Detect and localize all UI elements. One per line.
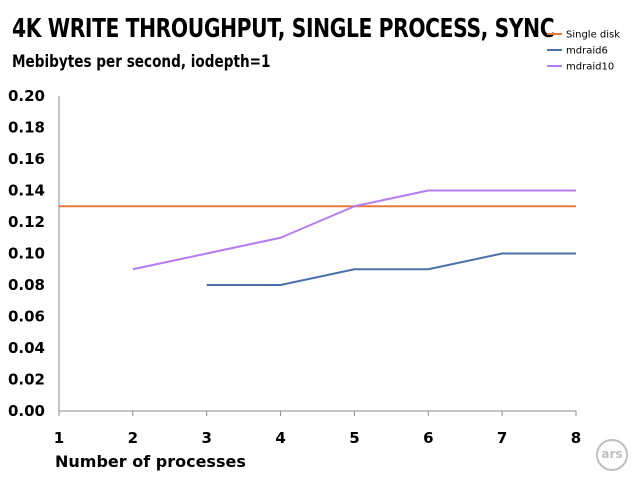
- x-tick-label: 3: [201, 429, 211, 447]
- y-tick-label: 0.08: [8, 276, 45, 294]
- y-tick-label: 0.00: [8, 402, 45, 420]
- legend-label: Single disk: [566, 30, 620, 41]
- y-tick-label: 0.20: [8, 87, 45, 105]
- series-line-mdraid10: [132, 189, 576, 271]
- x-tick-label: 6: [423, 429, 433, 447]
- x-tick-label: 7: [497, 429, 507, 447]
- y-tick-label: 0.12: [8, 213, 45, 231]
- y-tick-label: 0.02: [8, 371, 45, 389]
- series-line-mdraid6: [206, 252, 576, 286]
- y-tick-label: 0.18: [8, 119, 45, 137]
- x-axis-title: Number of processes: [55, 452, 246, 471]
- x-tick-label: 8: [571, 429, 581, 447]
- y-tick-label: 0.06: [8, 308, 45, 326]
- chart-subtitle: Mebibytes per second, iodepth=1: [12, 52, 271, 72]
- y-tick-label: 0.04: [8, 339, 45, 357]
- x-tick-label: 5: [349, 429, 359, 447]
- ars-logo: ars: [596, 439, 628, 471]
- y-tick-label: 0.10: [8, 245, 45, 263]
- x-tick-label: 1: [54, 429, 64, 447]
- x-tick-label: 2: [128, 429, 138, 447]
- y-tick-label: 0.14: [8, 182, 45, 200]
- y-tick-label: 0.16: [8, 150, 45, 168]
- legend-label: mdraid6: [566, 46, 608, 57]
- legend-label: mdraid10: [566, 62, 614, 73]
- x-tick-label: 4: [275, 429, 285, 447]
- chart-title: 4K WRITE THROUGHPUT, SINGLE PROCESS, SYN…: [12, 14, 555, 44]
